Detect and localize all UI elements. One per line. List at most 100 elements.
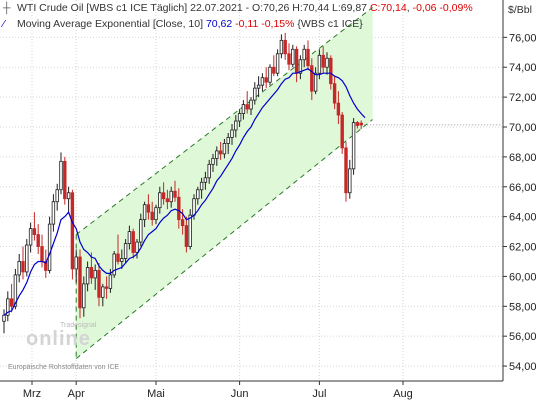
candle (44, 249, 48, 278)
candle (348, 159, 352, 199)
candle (329, 55, 333, 90)
candle-body (154, 207, 158, 221)
candle-body (241, 104, 246, 114)
candle-body (355, 122, 360, 126)
watermark-logo-text: online (26, 328, 91, 350)
x-tick-label: Jul (312, 388, 326, 400)
candle (203, 171, 208, 190)
legend-line-price: ┼ WTI Crude Oil [WBS c1 ICE Täglich] 22.0… (3, 2, 473, 14)
candle (82, 276, 86, 317)
candle (279, 34, 284, 59)
candle-body (116, 253, 120, 262)
candle-body (294, 48, 299, 74)
ema-line (3, 68, 366, 316)
y-tick-label: 60,00 (509, 271, 537, 283)
candle (97, 262, 101, 307)
candle (287, 43, 291, 71)
candle (123, 239, 128, 263)
candle-body (131, 231, 135, 253)
candle-body (203, 177, 208, 183)
candle-body (101, 286, 105, 298)
candle (256, 76, 261, 98)
candle-body (317, 54, 322, 74)
candle-body (47, 223, 52, 271)
candle (93, 264, 97, 290)
candle (336, 91, 341, 125)
candle (63, 156, 67, 205)
candle-body (218, 150, 223, 155)
candle-body (55, 189, 59, 203)
candle-body (283, 39, 287, 55)
channel-fill (76, 7, 373, 359)
candle (215, 146, 219, 166)
candle-body (85, 267, 90, 285)
candle (131, 228, 135, 259)
candlestick-series (2, 32, 363, 334)
candle (275, 49, 280, 77)
candle-body (89, 267, 94, 279)
candle-body (25, 244, 29, 273)
candle (32, 212, 37, 241)
candle (104, 276, 109, 299)
candle (340, 112, 344, 154)
candle (2, 309, 6, 334)
candle (36, 224, 40, 254)
candle (325, 52, 329, 75)
legend-ema-change: -0,11 -0,15% (235, 18, 295, 30)
candle (184, 216, 189, 253)
candle (245, 91, 249, 114)
candle-body (74, 256, 78, 270)
candle-body (302, 48, 306, 61)
candle-body (165, 198, 170, 203)
candle (313, 67, 318, 95)
candle (169, 186, 173, 208)
candle (226, 132, 230, 154)
candle (359, 120, 363, 129)
legend-instrument: WTI Crude Oil [WBS c1 ICE Täglich] (17, 2, 188, 14)
candle (85, 261, 90, 292)
candle-body (226, 137, 230, 144)
candle (112, 251, 116, 278)
candle-body (196, 189, 200, 200)
candle-body (123, 243, 128, 259)
candle-series-icon: ┼ (3, 2, 11, 14)
candle (249, 97, 253, 116)
candle (173, 180, 177, 202)
x-tick-label: Apr (68, 388, 85, 400)
candle-body (329, 57, 333, 85)
candle (207, 159, 211, 184)
y-tick-label: 72,00 (509, 92, 537, 104)
y-tick-label: 68,00 (509, 152, 537, 164)
candle-body (112, 253, 116, 276)
legend-close: C:70,14 (369, 2, 407, 14)
candle-body (70, 192, 75, 270)
candle-body (158, 192, 162, 209)
candle (101, 283, 105, 307)
candle (51, 194, 56, 232)
y-tick-label: 54,00 (509, 361, 537, 373)
unit-label: $/Bbl (508, 4, 532, 16)
candle-body (207, 163, 211, 179)
candle (135, 239, 139, 259)
candle (321, 46, 325, 74)
candle-body (169, 190, 173, 203)
candle-body (298, 59, 303, 74)
candle-body (17, 261, 21, 276)
candle-body (161, 192, 166, 200)
candle-body (97, 270, 101, 298)
candle (177, 188, 181, 229)
candle (253, 82, 257, 105)
candle-body (234, 120, 238, 131)
candle-body (127, 231, 132, 244)
candle (66, 186, 71, 214)
candle (78, 249, 82, 319)
legend-indicator: Moving Average Exponential [Close, 10] (17, 18, 204, 30)
y-tick-label: 56,00 (509, 331, 537, 343)
candle (241, 100, 246, 120)
candle (218, 141, 223, 160)
candle (222, 138, 227, 159)
candle (59, 152, 63, 195)
candle-body (245, 104, 249, 110)
candle-body (325, 57, 329, 68)
